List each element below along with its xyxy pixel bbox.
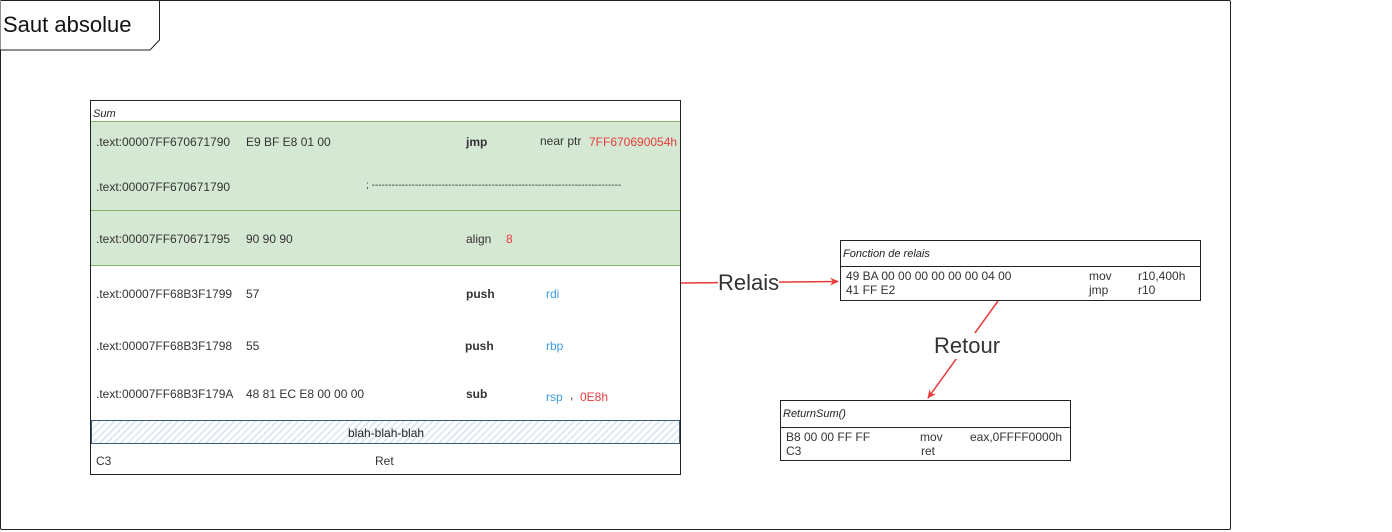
sum-row-6: .text:00007FF68B3F179A 48 81 EC E8 00 00… — [91, 368, 680, 420]
return-args: eax,0FFFF0000h — [970, 430, 1063, 444]
sum-header: Sum — [93, 108, 116, 120]
return-opcode: mov — [920, 430, 943, 444]
row-target-address: 7FF670690054h — [589, 135, 678, 149]
return-bytes: C3 — [786, 444, 802, 458]
sum-row-3: .text:00007FF670671795 90 90 90 align 8 — [91, 211, 680, 266]
relais-bytes: 49 BA 00 00 00 00 00 00 04 00 — [846, 269, 1012, 283]
return-divider — [781, 427, 1070, 428]
title-tab — [0, 0, 160, 51]
row-register: rbp — [546, 339, 564, 353]
diagram-frame — [0, 0, 1231, 530]
relais-bytes: 41 FF E2 — [846, 283, 896, 297]
row-opcode: push — [465, 339, 494, 353]
row-immediate: 0E8h — [580, 390, 609, 404]
filler-label: blah-blah-blah — [348, 426, 425, 440]
row-address: .text:00007FF68B3F1798 — [96, 339, 233, 353]
row-opcode: Ret — [375, 454, 394, 468]
filler-bar: blah-blah-blah — [91, 420, 680, 444]
row-bytes: 55 — [246, 339, 260, 353]
row-separator: ; --------------------------------------… — [366, 180, 622, 191]
return-bytes: B8 00 00 FF FF — [786, 430, 871, 444]
page-title: Saut absolue — [3, 12, 132, 37]
relais-block: Fonction de relais 49 BA 00 00 00 00 00 … — [840, 240, 1201, 301]
relais-divider — [841, 266, 1200, 267]
row-opcode: align — [466, 232, 492, 246]
row-opcode: jmp — [466, 135, 488, 149]
row-address: .text:00007FF670671790 — [96, 180, 231, 194]
row-bytes: 90 90 90 — [246, 232, 293, 246]
relais-args: r10,400h — [1138, 269, 1186, 283]
relais-label: Relais — [718, 270, 780, 296]
row-bytes: 57 — [246, 287, 260, 301]
row-address: .text:00007FF68B3F1799 — [96, 287, 233, 301]
sum-row-2: .text:00007FF670671790 ; ---------------… — [91, 162, 680, 211]
sum-row-last: C3 Ret — [91, 446, 680, 472]
sum-row-4: .text:00007FF68B3F1799 57 push rdi — [91, 266, 680, 318]
row-opcode: sub — [466, 387, 488, 401]
return-opcode: ret — [921, 444, 936, 458]
retour-label: Retour — [934, 333, 1001, 359]
row-bytes: 48 81 EC E8 00 00 00 — [246, 387, 365, 401]
relais-opcode: mov — [1089, 269, 1112, 283]
row-opcode: push — [466, 287, 495, 301]
relais-header: Fonction de relais — [843, 248, 930, 260]
row-bytes: C3 — [96, 454, 112, 468]
row-bytes: E9 BF E8 01 00 — [246, 135, 331, 149]
row-address: .text:00007FF68B3F179A — [96, 387, 234, 401]
return-block: ReturnSum() B8 00 00 FF FF mov eax,0FFFF… — [780, 400, 1071, 461]
row-address: .text:00007FF670671795 — [96, 232, 231, 246]
relais-opcode: jmp — [1089, 283, 1109, 297]
row-arg: near ptr — [540, 134, 582, 148]
relais-args: r10 — [1138, 283, 1156, 297]
row-address: .text:00007FF670671790 — [96, 135, 231, 149]
row-arg: 8 — [506, 232, 513, 246]
sum-block: Sum .text:00007FF670671790 E9 BF E8 01 0… — [90, 100, 681, 475]
row-comma: , — [570, 388, 574, 402]
row-register: rdi — [546, 287, 560, 301]
sum-row-5: .text:00007FF68B3F1798 55 push rbp — [91, 318, 680, 368]
row-register: rsp — [546, 390, 563, 404]
return-header: ReturnSum() — [783, 408, 846, 420]
